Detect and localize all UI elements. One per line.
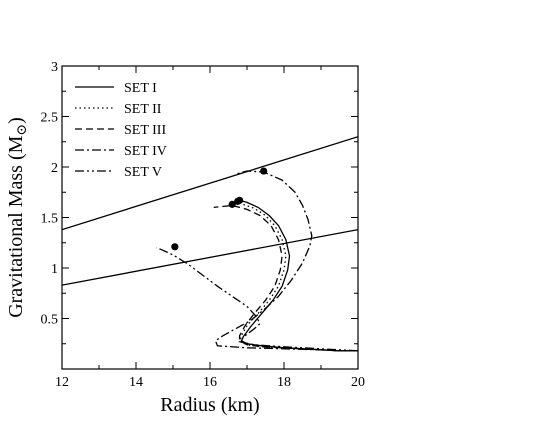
y-tick-label: 1.5 [41,212,59,227]
y-axis-title-close: ) [5,117,27,124]
max-mass-point-3 [228,200,236,208]
legend-label-1: SET I [124,81,157,96]
series-line-4 [214,170,358,352]
x-tick-label: 14 [129,375,143,390]
legend: SET I SET II SET III SET IV SET V [75,81,167,180]
y-tick-label: 3 [51,60,58,75]
max-mass-point-4 [260,167,268,175]
max-mass-point-5 [171,243,179,251]
series-line-3 [213,204,358,352]
legend-label-2: SET II [124,102,162,117]
max-mass-point-2 [234,197,242,205]
legend-label-5: SET V [124,165,162,180]
series-line-5 [156,247,358,352]
y-axis-title-main: Gravitational Mass (M [5,135,27,317]
x-tick-label: 18 [277,375,291,390]
y-tick-label: 2 [51,161,58,176]
plot-area [62,136,358,352]
y-axis-title-subscript: ⊙ [15,124,30,136]
y-axis-title: Gravitational Mass (M⊙) [5,117,30,318]
series-line-2 [237,200,358,352]
plot-frame [61,65,359,370]
y-tick-label: 1 [51,262,58,277]
reference-line-1 [62,136,358,231]
y-tick-label: 0.5 [41,313,59,328]
x-tick-label: 20 [351,375,365,390]
legend-label-3: SET III [124,123,166,138]
legend-label-4: SET IV [124,144,167,159]
reference-line-2 [62,228,358,286]
x-tick-label: 16 [203,375,217,390]
x-tick-label: 12 [55,375,69,390]
y-tick-label: 2.5 [41,111,59,126]
series-line-1 [239,199,358,352]
axis-ticks: 12 14 16 18 20 0.5 1 1.5 2 2.5 3 [41,60,366,390]
x-axis-title: Radius (km) [160,394,259,416]
plot-marks [62,136,358,352]
